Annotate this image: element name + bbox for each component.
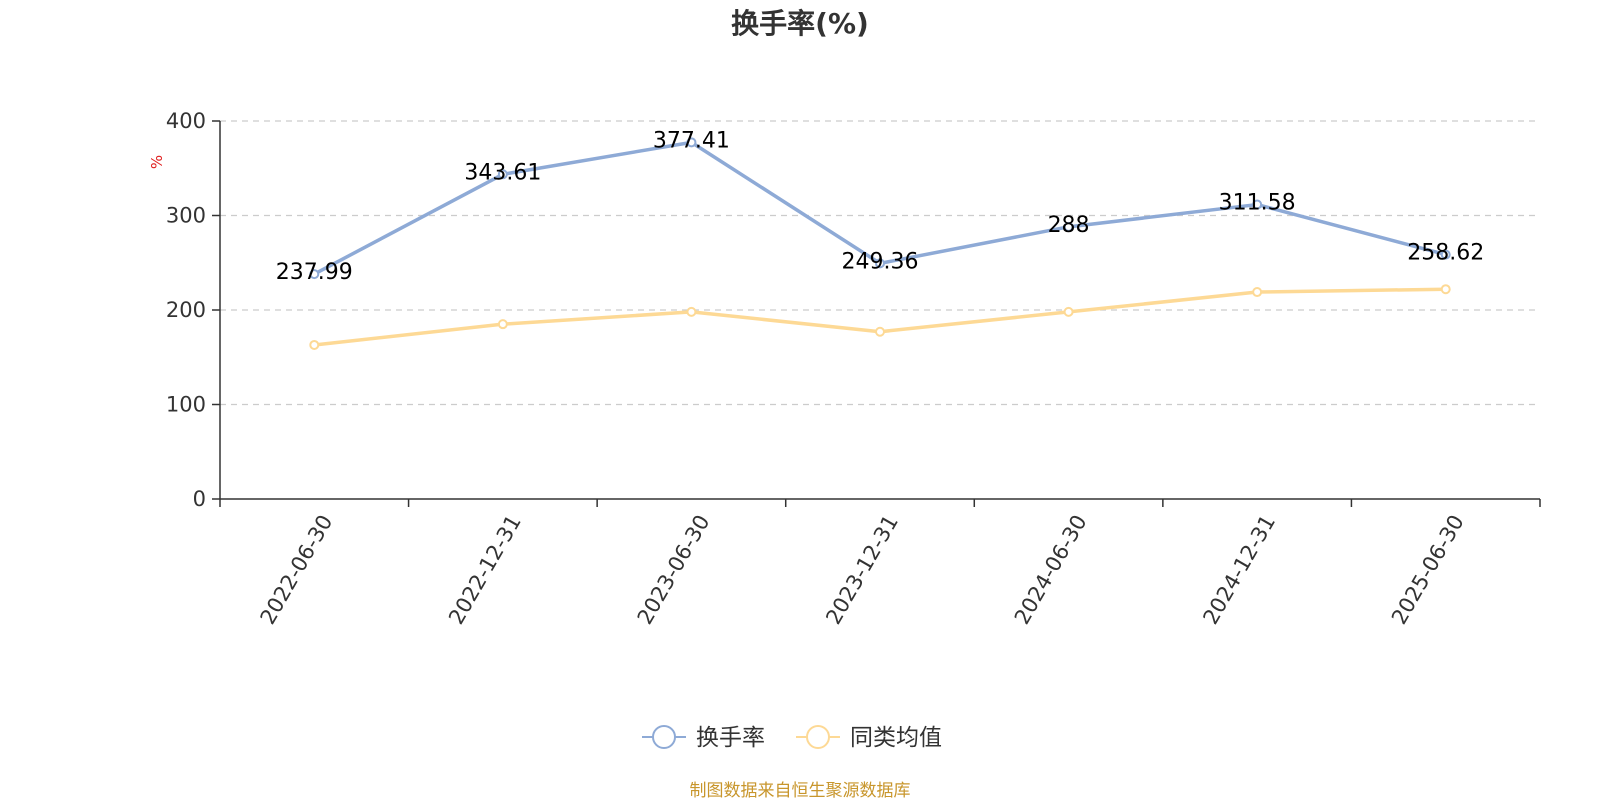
x-tick-label: 2024-12-31 — [1198, 511, 1280, 629]
legend-marker — [806, 725, 830, 749]
series-0-point — [1063, 221, 1074, 232]
series-1-point — [1063, 306, 1074, 317]
y-axis-unit: % — [148, 155, 166, 169]
series-1-point — [875, 326, 885, 337]
series-0-point — [1440, 249, 1451, 260]
data-label: 258.62 — [1407, 241, 1484, 266]
series-0-point — [497, 169, 508, 180]
data-label: 237.99 — [276, 260, 353, 285]
legend-label-1: 同类均值 — [850, 725, 942, 751]
data-label: 377.41 — [653, 128, 730, 153]
series-1-point — [1440, 284, 1451, 295]
chart-title: 换手率(%) — [731, 7, 869, 40]
legend-label-0: 换手率 — [696, 725, 765, 751]
x-tick-label: 2024-06-30 — [1010, 511, 1092, 629]
data-label: 343.61 — [464, 160, 541, 185]
series-0-point — [309, 269, 320, 280]
x-tick-label: 2025-06-30 — [1387, 511, 1469, 629]
data-label: 249.36 — [842, 249, 919, 274]
series-lines — [309, 137, 1451, 350]
legend-marker — [652, 725, 676, 749]
series-1-point — [309, 339, 320, 350]
axes: 0 100 200 300 400 2022-06-30 2022-12-31 2023-06… — [166, 109, 1541, 629]
data-label: 311.58 — [1219, 191, 1296, 216]
legend: 换手率 同类均值 — [642, 725, 942, 751]
y-tick-label: 100 — [166, 393, 206, 417]
x-tick-label: 2022-06-30 — [256, 511, 338, 629]
y-tick-label: 300 — [166, 204, 206, 228]
series-1-point — [497, 319, 508, 330]
grid-lines — [220, 120, 1540, 406]
series-0-point — [875, 258, 885, 269]
x-tick-label: 2022-12-31 — [444, 511, 526, 629]
x-tick-label: 2023-12-31 — [821, 511, 903, 629]
series-0-point — [1252, 199, 1263, 210]
series-1-point — [1252, 287, 1263, 298]
x-tick-label: 2023-06-30 — [633, 511, 715, 629]
series-1-point — [686, 306, 697, 317]
y-tick-label: 0 — [193, 487, 206, 511]
data-labels: 237.99 343.61 377.41 249.36 288 311.58 258.62 — [276, 128, 1484, 285]
y-tick-label: 400 — [166, 109, 206, 133]
source-note: 制图数据来自恒生聚源数据库 — [690, 781, 911, 800]
series-0-point — [686, 137, 697, 148]
y-tick-label: 200 — [166, 298, 206, 322]
data-label: 288 — [1048, 213, 1090, 238]
